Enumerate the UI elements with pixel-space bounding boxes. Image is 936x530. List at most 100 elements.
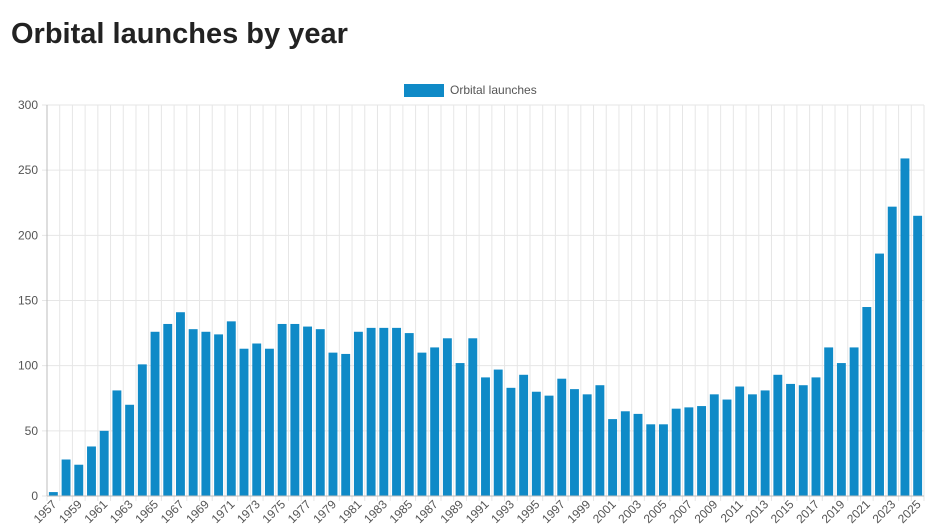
- bar-2014[interactable]: [773, 374, 783, 496]
- bar-1967[interactable]: [176, 312, 185, 496]
- bar-1980[interactable]: [341, 353, 351, 496]
- bar-1962[interactable]: [112, 390, 122, 496]
- x-tick-label: 2007: [666, 497, 695, 526]
- bar-1985[interactable]: [404, 333, 414, 496]
- bar-2023[interactable]: [887, 206, 897, 496]
- bar-2000[interactable]: [595, 385, 605, 496]
- y-tick-label: 150: [18, 294, 38, 308]
- bar-1986[interactable]: [417, 352, 427, 496]
- x-tick-label: 1979: [310, 497, 339, 526]
- bar-1995[interactable]: [531, 391, 541, 496]
- bar-1966[interactable]: [163, 323, 173, 496]
- bar-2012[interactable]: [747, 394, 757, 496]
- bar-1999[interactable]: [582, 394, 592, 496]
- bar-1971[interactable]: [226, 321, 236, 496]
- bar-1958[interactable]: [61, 459, 71, 496]
- x-tick-label: 1989: [437, 497, 466, 526]
- x-tick-label: 2021: [844, 497, 873, 526]
- bar-1991[interactable]: [481, 377, 490, 496]
- x-tick-label: 1959: [56, 497, 85, 526]
- x-tick-label: 1991: [463, 497, 492, 526]
- x-tick-label: 1981: [336, 497, 365, 526]
- bar-2001[interactable]: [608, 419, 618, 496]
- bar-1988[interactable]: [442, 338, 452, 496]
- bar-1970[interactable]: [214, 334, 224, 496]
- y-tick-label: 300: [18, 98, 38, 112]
- bar-1978[interactable]: [315, 329, 325, 496]
- bar-1972[interactable]: [239, 348, 249, 496]
- bar-1979[interactable]: [328, 352, 338, 496]
- bar-1975[interactable]: [277, 323, 287, 496]
- bar-1989[interactable]: [455, 363, 465, 496]
- x-tick-label: 2003: [615, 497, 644, 526]
- bar-1963[interactable]: [125, 404, 135, 496]
- bar-2024[interactable]: [900, 158, 910, 497]
- bar-1997[interactable]: [557, 378, 567, 496]
- bar-2002[interactable]: [620, 411, 630, 496]
- bar-1981[interactable]: [353, 331, 363, 496]
- chart-bars: [48, 158, 923, 497]
- x-tick-label: 1985: [387, 497, 416, 526]
- y-tick-label: 100: [18, 359, 38, 373]
- legend-label: Orbital launches: [450, 83, 537, 97]
- bar-1976[interactable]: [290, 323, 300, 496]
- bar-2015[interactable]: [786, 383, 795, 496]
- bar-2020[interactable]: [849, 347, 859, 496]
- x-tick-label: 1967: [158, 497, 187, 526]
- x-tick-label: 1971: [209, 497, 238, 526]
- bar-1994[interactable]: [519, 374, 529, 496]
- bar-1973[interactable]: [252, 343, 262, 496]
- bar-1961[interactable]: [99, 430, 109, 496]
- bar-1959[interactable]: [74, 464, 84, 496]
- bar-1965[interactable]: [150, 331, 160, 496]
- x-tick-label: 2009: [692, 497, 721, 526]
- x-tick-label: 2025: [895, 497, 924, 526]
- bar-2007[interactable]: [684, 407, 694, 496]
- bar-1987[interactable]: [430, 347, 440, 496]
- bar-2017[interactable]: [811, 377, 821, 496]
- y-tick-label: 250: [18, 163, 38, 177]
- bar-1974[interactable]: [264, 348, 274, 496]
- x-tick-label: 1977: [285, 497, 314, 526]
- bar-1957[interactable]: [48, 492, 58, 496]
- page-title: Orbital launches by year: [11, 18, 348, 50]
- bar-1990[interactable]: [468, 338, 478, 496]
- bar-2019[interactable]: [836, 363, 846, 496]
- bar-1982[interactable]: [366, 327, 376, 496]
- bar-1998[interactable]: [570, 389, 579, 496]
- x-tick-label: 2015: [768, 497, 797, 526]
- bar-1992[interactable]: [493, 369, 503, 496]
- bar-1984[interactable]: [392, 327, 401, 496]
- bar-1993[interactable]: [506, 387, 516, 496]
- bar-2003[interactable]: [633, 413, 643, 496]
- x-tick-label: 1997: [539, 497, 568, 526]
- bar-2018[interactable]: [824, 347, 834, 496]
- bar-2022[interactable]: [875, 253, 884, 496]
- x-tick-label: 1995: [514, 497, 543, 526]
- bar-2009[interactable]: [709, 394, 719, 496]
- bar-1968[interactable]: [188, 329, 198, 496]
- bar-1996[interactable]: [544, 395, 554, 496]
- bar-2013[interactable]: [760, 390, 770, 496]
- bar-1977[interactable]: [303, 326, 313, 496]
- bar-1983[interactable]: [379, 327, 389, 496]
- bar-2011[interactable]: [735, 386, 745, 496]
- y-tick-label: 50: [25, 424, 39, 438]
- bar-2006[interactable]: [671, 408, 681, 496]
- bar-2016[interactable]: [798, 385, 808, 496]
- bar-1964[interactable]: [137, 364, 147, 496]
- x-tick-label: 1999: [565, 497, 594, 526]
- bar-1969[interactable]: [201, 331, 211, 496]
- y-tick-label: 200: [18, 228, 38, 242]
- bar-2005[interactable]: [658, 424, 668, 496]
- bar-2025[interactable]: [913, 215, 923, 497]
- chart-legend[interactable]: Orbital launches: [404, 83, 537, 97]
- legend-swatch: [404, 84, 444, 97]
- bar-2004[interactable]: [646, 424, 656, 496]
- bar-2021[interactable]: [862, 307, 872, 496]
- bar-2008[interactable]: [697, 406, 707, 496]
- bar-1960[interactable]: [87, 446, 96, 496]
- x-tick-label: 1973: [234, 497, 263, 526]
- bar-2010[interactable]: [722, 399, 732, 496]
